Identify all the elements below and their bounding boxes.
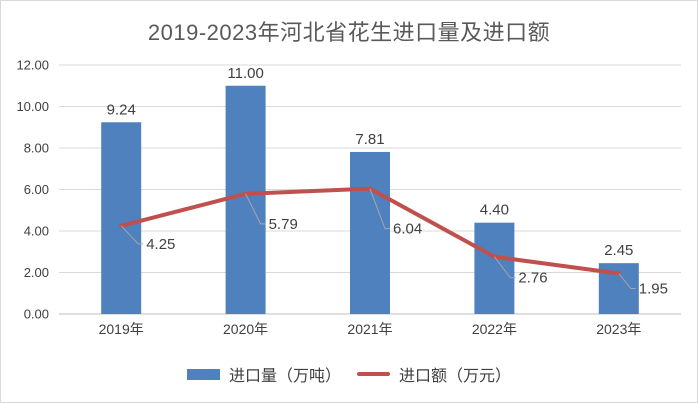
y-tick-label: 4.00	[24, 224, 49, 239]
chart-title: 2019-2023年河北省花生进口量及进口额	[147, 20, 551, 45]
y-tick-label: 8.00	[24, 141, 49, 156]
label-leader-line	[494, 256, 516, 279]
y-tick-label: 2.00	[24, 265, 49, 280]
bar-value-label: 11.00	[227, 65, 263, 82]
bar-2022年	[474, 222, 515, 314]
bar-series-swatch	[186, 368, 220, 380]
legend-item-import-volume: 进口量（万吨）	[186, 362, 341, 386]
bar-value-label: 9.24	[107, 101, 136, 118]
bar-value-label: 2.45	[604, 242, 633, 259]
label-leader-line	[369, 188, 390, 230]
y-tick-label: 10.00	[16, 99, 49, 114]
x-tick-label: 2021年	[347, 321, 392, 337]
line-series-label: 进口额（万元）	[399, 368, 512, 385]
bar-value-label: 4.40	[480, 202, 509, 219]
label-leader-line	[245, 193, 266, 225]
legend-item-import-value: 进口额（万元）	[357, 362, 511, 386]
line-value-label: 4.25	[146, 236, 175, 253]
line-value-label: 1.95	[639, 281, 668, 298]
x-tick-label: 2023年	[596, 321, 641, 337]
x-tick-label: 2020年	[223, 321, 268, 337]
bar-value-label: 7.81	[355, 131, 384, 148]
line-value-label: 6.04	[393, 221, 422, 238]
legend: 进口量（万吨） 进口额（万元）	[1, 362, 697, 386]
y-tick-label: 12.00	[16, 58, 49, 73]
bar-2020年	[225, 85, 266, 314]
bar-series-label: 进口量（万吨）	[228, 368, 341, 385]
y-tick-label: 0.00	[24, 307, 49, 322]
bar-2019年	[101, 122, 142, 315]
line-value-label: 2.76	[518, 270, 547, 287]
x-tick-label: 2022年	[472, 321, 517, 337]
y-tick-label: 6.00	[24, 182, 49, 197]
bar-2021年	[350, 151, 390, 314]
label-leader-line	[120, 225, 144, 245]
x-tick-label: 2019年	[99, 321, 144, 337]
line-value-label: 5.79	[269, 216, 298, 233]
line-series-swatch	[357, 372, 390, 376]
label-leader-line	[618, 273, 636, 290]
